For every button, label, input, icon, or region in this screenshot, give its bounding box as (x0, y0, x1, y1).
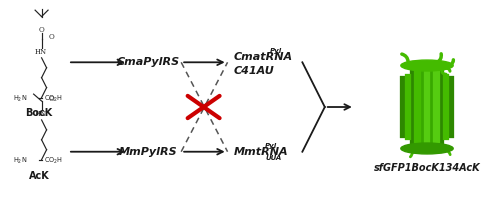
Bar (438, 68, 444, 146)
Text: O: O (48, 95, 54, 103)
Bar (434, 69, 440, 145)
Text: MmPylRS: MmPylRS (118, 147, 177, 157)
Text: CO$_2$H: CO$_2$H (44, 156, 63, 166)
Text: H$_2$N: H$_2$N (14, 156, 28, 166)
Text: HN: HN (35, 110, 47, 119)
Ellipse shape (401, 143, 453, 154)
Bar (443, 74, 449, 140)
Text: CmatRNA: CmatRNA (234, 52, 293, 62)
Ellipse shape (401, 60, 453, 71)
Bar (414, 69, 420, 145)
Text: UUA: UUA (265, 155, 281, 161)
Bar (424, 67, 430, 147)
Text: Pyl: Pyl (265, 143, 278, 149)
Bar (428, 64, 435, 150)
Text: CmaPylRS: CmaPylRS (116, 57, 180, 67)
Text: BocK: BocK (26, 108, 52, 119)
Bar (405, 74, 411, 140)
Text: Pyl: Pyl (270, 48, 282, 54)
Text: HN: HN (35, 48, 47, 56)
Bar (400, 76, 406, 138)
Text: AcK: AcK (28, 171, 50, 181)
Text: sfGFP1BocK134AcK: sfGFP1BocK134AcK (374, 163, 480, 173)
Bar (410, 68, 416, 146)
Text: O: O (48, 33, 54, 41)
Text: MmtRNA: MmtRNA (234, 147, 288, 157)
Text: H$_2$N: H$_2$N (14, 94, 28, 104)
Text: CO$_2$H: CO$_2$H (44, 94, 63, 104)
Text: O: O (39, 25, 44, 33)
Bar (448, 76, 454, 138)
Bar (419, 64, 426, 150)
Text: C41AU: C41AU (234, 66, 275, 76)
